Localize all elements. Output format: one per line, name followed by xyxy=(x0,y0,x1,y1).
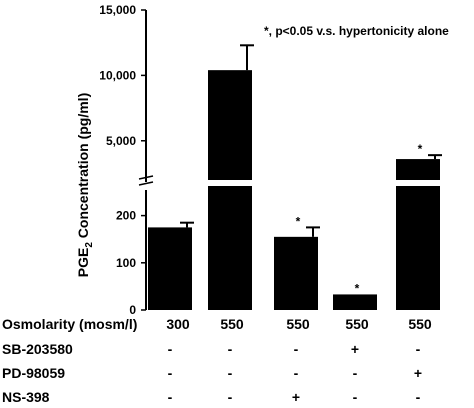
y-upper-tick-label: 10,000 xyxy=(99,68,136,82)
bar xyxy=(333,294,377,310)
treatment-table: Osmolarity (mosm/l) 300 550 550 550 550 SB-203… xyxy=(2,316,432,405)
table-cell: - xyxy=(416,389,421,405)
table-cell: - xyxy=(168,389,173,405)
table-cell: - xyxy=(416,341,421,357)
table-cell: - xyxy=(228,365,233,381)
table-row-label: PD-98059 xyxy=(2,365,65,381)
table-row-label: NS-398 xyxy=(2,389,50,405)
table-row-label: SB-203580 xyxy=(2,341,73,357)
table-cell: - xyxy=(294,365,299,381)
axis-break-mark xyxy=(138,175,154,180)
significance-star: * xyxy=(355,281,360,295)
table-cell: - xyxy=(228,389,233,405)
table-cell: + xyxy=(414,365,422,381)
bar xyxy=(396,186,440,310)
bar xyxy=(208,186,252,310)
bar xyxy=(274,236,318,310)
table-cell: 550 xyxy=(286,316,310,332)
table-row-label: Osmolarity (mosm/l) xyxy=(2,316,137,332)
y-lower-tick-label: 0 xyxy=(129,303,136,317)
table-cell: 550 xyxy=(408,316,432,332)
bars: * * * xyxy=(148,44,442,310)
significance-annotation: *, p<0.05 v.s. hypertonicity alone xyxy=(264,24,449,38)
table-cell: - xyxy=(353,389,358,405)
table-cell: - xyxy=(168,341,173,357)
bar-upper xyxy=(396,159,440,180)
y-axis-label: PGE2 Concentration (pg/ml) xyxy=(75,93,95,277)
significance-star: * xyxy=(418,142,423,156)
table-cell: - xyxy=(228,341,233,357)
table-cell: + xyxy=(292,389,300,405)
y-upper-tick-label: 15,000 xyxy=(99,3,136,17)
table-cell: - xyxy=(294,341,299,357)
bar-upper xyxy=(208,70,252,180)
significance-star: * xyxy=(296,214,301,228)
table-cell: - xyxy=(168,365,173,381)
axis-break-mark xyxy=(138,181,154,186)
table-cell: 550 xyxy=(220,316,244,332)
table-cell: - xyxy=(353,365,358,381)
table-cell: + xyxy=(351,341,359,357)
y-upper-tick-label: 5,000 xyxy=(106,134,136,148)
y-lower-tick-label: 200 xyxy=(116,209,136,223)
y-axis: 0 100 200 5,000 10,000 15,000 xyxy=(99,3,154,317)
table-cell: 300 xyxy=(166,316,190,332)
bar xyxy=(148,227,192,310)
y-lower-tick-label: 100 xyxy=(116,256,136,270)
table-cell: 550 xyxy=(345,316,369,332)
